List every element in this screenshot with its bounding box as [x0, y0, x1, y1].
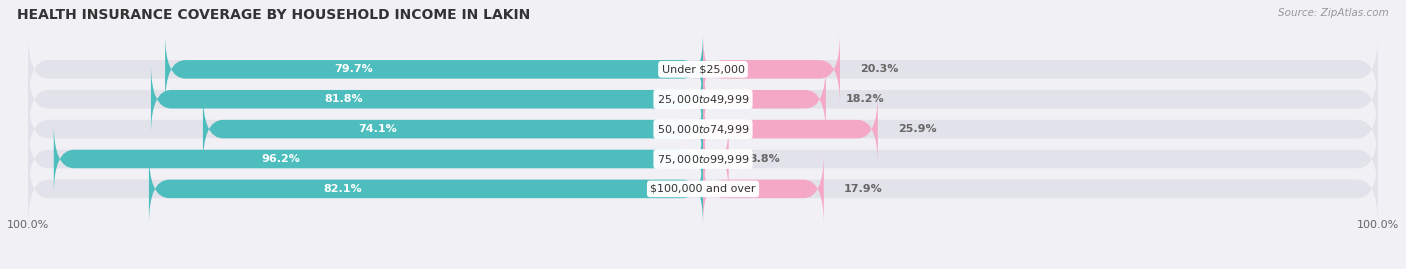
- Text: 81.8%: 81.8%: [325, 94, 364, 104]
- Text: $100,000 and over: $100,000 and over: [650, 184, 756, 194]
- FancyBboxPatch shape: [28, 94, 1378, 165]
- Text: 20.3%: 20.3%: [860, 64, 898, 74]
- FancyBboxPatch shape: [703, 153, 824, 224]
- FancyBboxPatch shape: [28, 64, 1378, 135]
- Text: 82.1%: 82.1%: [323, 184, 363, 194]
- FancyBboxPatch shape: [150, 64, 703, 135]
- FancyBboxPatch shape: [149, 153, 703, 224]
- Text: Under $25,000: Under $25,000: [661, 64, 745, 74]
- FancyBboxPatch shape: [703, 64, 825, 135]
- FancyBboxPatch shape: [28, 153, 1378, 224]
- Text: HEALTH INSURANCE COVERAGE BY HOUSEHOLD INCOME IN LAKIN: HEALTH INSURANCE COVERAGE BY HOUSEHOLD I…: [17, 8, 530, 22]
- Text: $50,000 to $74,999: $50,000 to $74,999: [657, 123, 749, 136]
- FancyBboxPatch shape: [165, 34, 703, 105]
- Text: 79.7%: 79.7%: [335, 64, 373, 74]
- Text: 18.2%: 18.2%: [846, 94, 884, 104]
- Text: $25,000 to $49,999: $25,000 to $49,999: [657, 93, 749, 106]
- FancyBboxPatch shape: [703, 34, 839, 105]
- FancyBboxPatch shape: [703, 94, 877, 165]
- Text: 74.1%: 74.1%: [359, 124, 398, 134]
- FancyBboxPatch shape: [703, 123, 728, 194]
- Text: 3.8%: 3.8%: [749, 154, 780, 164]
- FancyBboxPatch shape: [28, 123, 1378, 194]
- Text: $75,000 to $99,999: $75,000 to $99,999: [657, 153, 749, 165]
- FancyBboxPatch shape: [28, 34, 1378, 105]
- Text: 96.2%: 96.2%: [262, 154, 301, 164]
- FancyBboxPatch shape: [53, 123, 703, 194]
- Text: 25.9%: 25.9%: [898, 124, 936, 134]
- FancyBboxPatch shape: [202, 94, 703, 165]
- Text: Source: ZipAtlas.com: Source: ZipAtlas.com: [1278, 8, 1389, 18]
- Text: 17.9%: 17.9%: [844, 184, 883, 194]
